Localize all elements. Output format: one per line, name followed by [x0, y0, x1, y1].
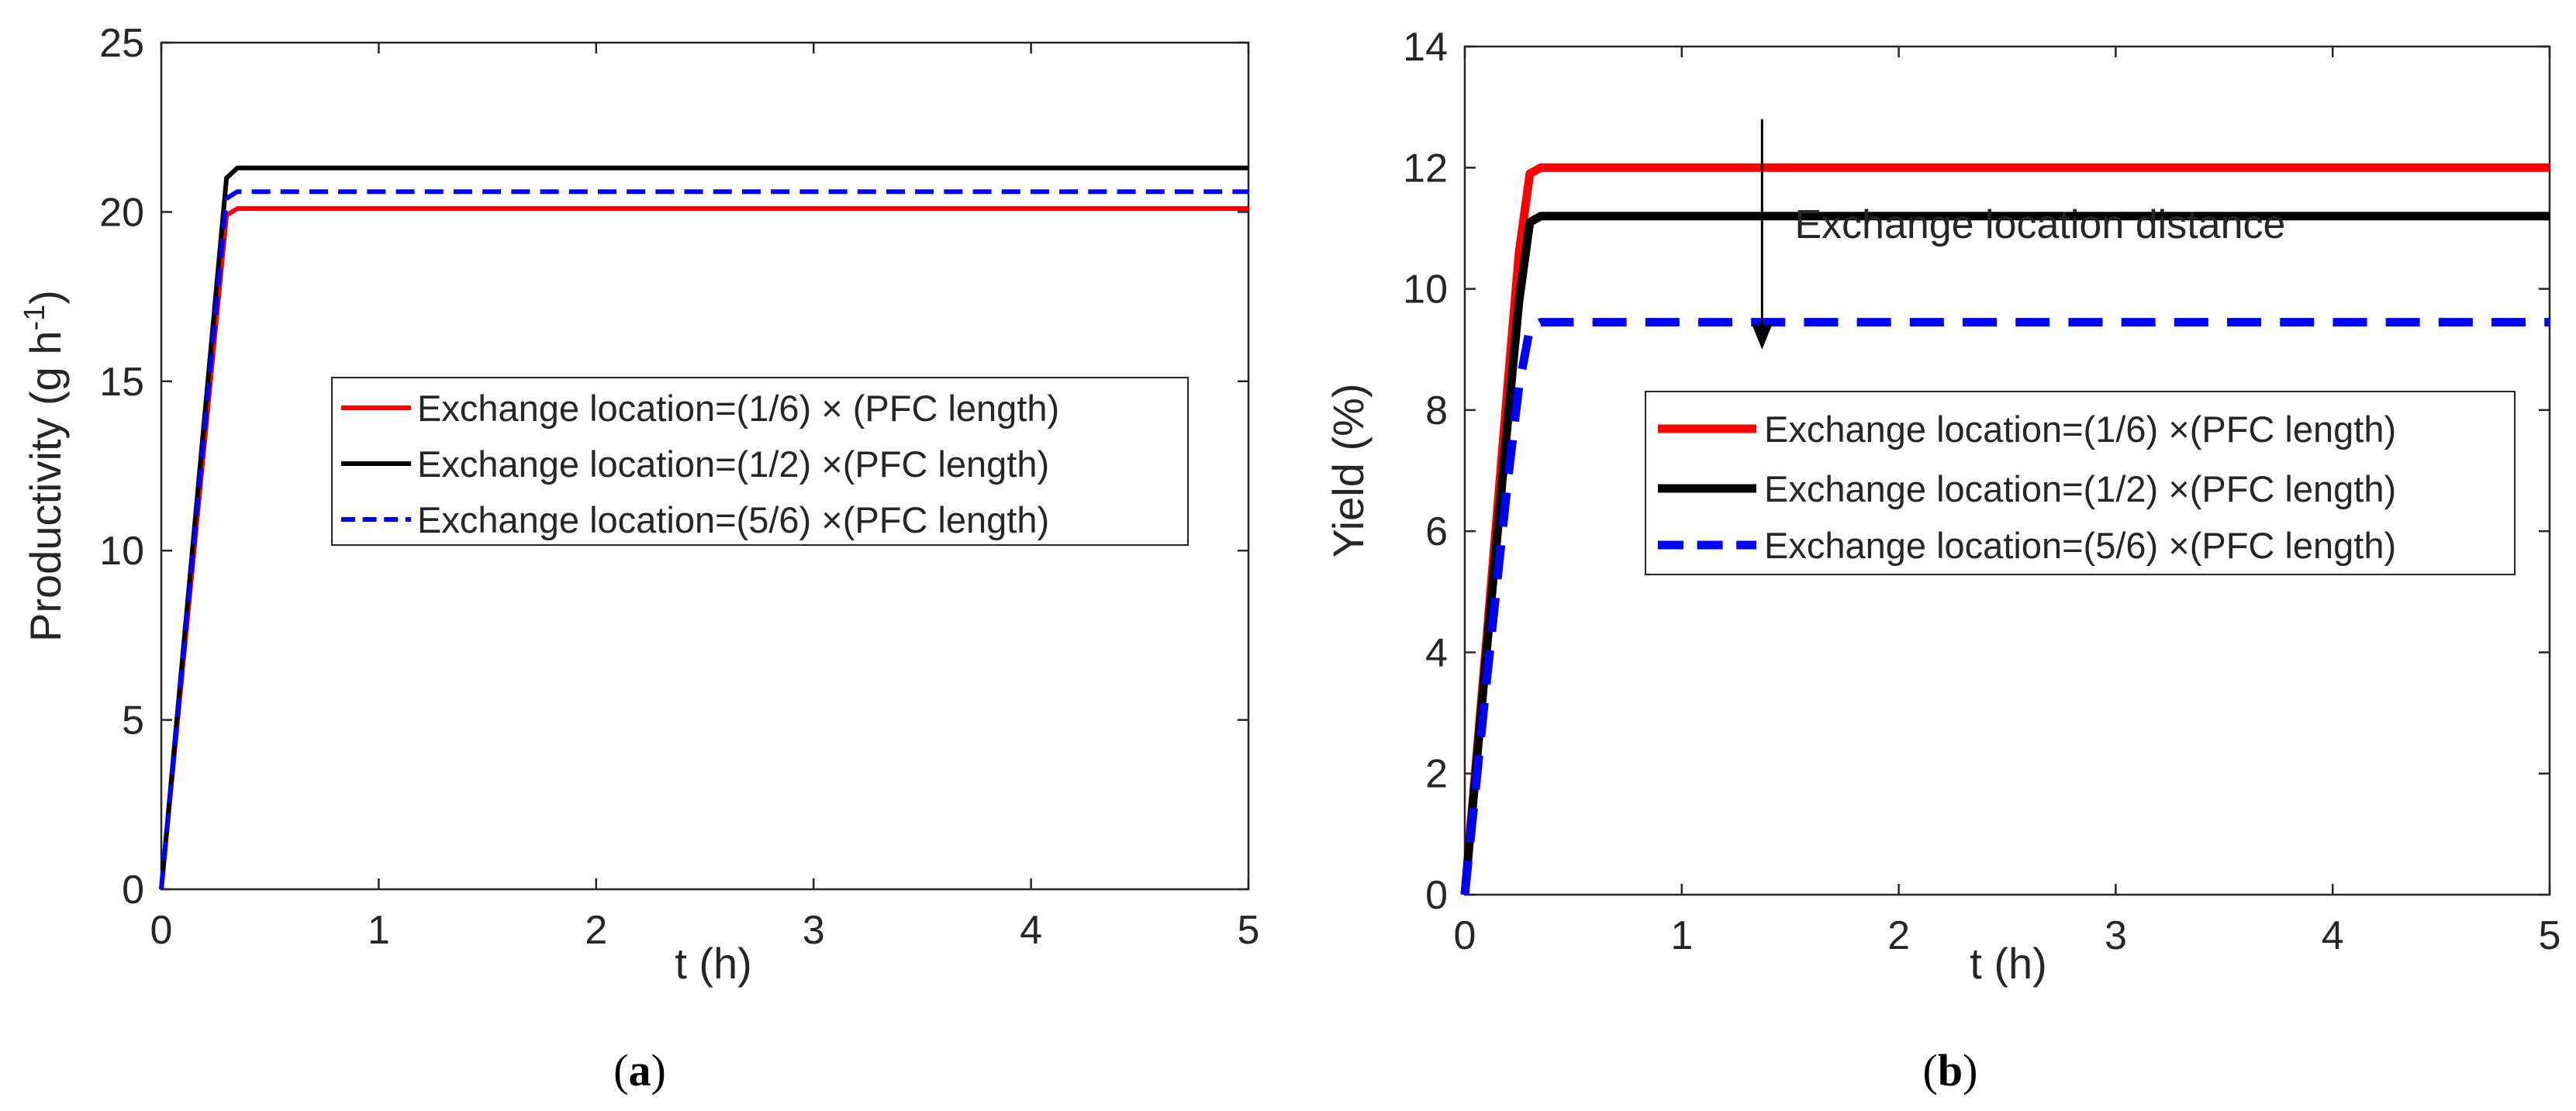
y-tick-label: 10 — [99, 529, 144, 574]
x-tick-label: 1 — [1670, 913, 1693, 958]
x-tick-label: 0 — [150, 908, 173, 953]
x-axis-label: t (h) — [1970, 939, 2047, 988]
x-tick-label: 3 — [2105, 913, 2127, 958]
legend-entry-3: Exchange location=(5/6) ×(PFC length) — [1764, 525, 2396, 566]
x-tick-label: 5 — [1238, 908, 1260, 953]
legend-entry-1: Exchange location=(1/6) ×(PFC length) — [1764, 409, 2396, 450]
x-tick-label: 2 — [1887, 913, 1910, 958]
panel-caption: (b) — [1923, 1045, 1978, 1095]
y-axis-label: Productivity (g h-1) — [19, 290, 70, 642]
legend-box — [1645, 391, 2516, 575]
x-tick-label: 3 — [803, 908, 825, 953]
series-line-3 — [159, 189, 1248, 890]
x-tick-label: 4 — [2322, 913, 2344, 958]
series-line-3 — [1460, 318, 2550, 895]
y-tick-label: 25 — [99, 21, 144, 66]
y-tick-label: 20 — [99, 190, 144, 235]
y-tick-label: 14 — [1403, 25, 1448, 70]
panel-a: 0 1 2 3 4 5 0 5 10 15 20 25 Exchange location=(1/6) … — [19, 21, 1259, 1095]
legend-entry-2: Exchange location=(1/2) ×(PFC length) — [1764, 468, 2396, 509]
x-tick-label: 4 — [1020, 908, 1042, 953]
annotation-arrow-head — [1752, 324, 1773, 350]
y-tick-label: 2 — [1425, 752, 1448, 797]
x-tick-label: 2 — [585, 908, 607, 953]
y-tick-label: 5 — [122, 699, 144, 744]
x-tick-label: 5 — [2539, 913, 2561, 958]
annotation-label: Exchange location distance — [1794, 202, 2285, 247]
legend-entry-1: Exchange location=(1/6) × (PFC length) — [417, 388, 1059, 429]
y-tick-label: 10 — [1403, 267, 1448, 312]
y-tick-label: 4 — [1425, 630, 1448, 675]
x-tick-label: 0 — [1454, 913, 1476, 958]
y-tick-label: 0 — [1425, 873, 1448, 918]
y-tick-label: 12 — [1403, 146, 1448, 191]
y-tick-label: 8 — [1425, 388, 1448, 433]
x-tick-label: 1 — [368, 908, 390, 953]
legend-entry-2: Exchange location=(1/2) ×(PFC length) — [417, 443, 1049, 485]
y-axis-label: Yield (%) — [1324, 383, 1373, 557]
legend-box — [331, 377, 1189, 546]
x-axis-label: t (h) — [675, 939, 752, 988]
y-tick-label: 15 — [99, 360, 144, 405]
legend-entry-3: Exchange location=(5/6) ×(PFC length) — [417, 499, 1049, 540]
panel-caption: (a) — [613, 1045, 666, 1095]
y-tick-label: 0 — [122, 868, 144, 913]
y-tick-label: 6 — [1425, 509, 1448, 554]
